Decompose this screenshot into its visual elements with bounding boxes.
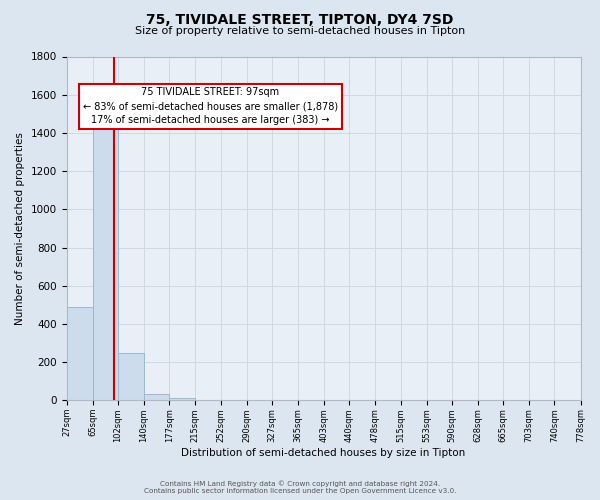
Bar: [169, 398, 195, 400]
Text: 75 TIVIDALE STREET: 97sqm
← 83% of semi-detached houses are smaller (1,878)
17% : 75 TIVIDALE STREET: 97sqm ← 83% of semi-…: [83, 88, 338, 126]
X-axis label: Distribution of semi-detached houses by size in Tipton: Distribution of semi-detached houses by …: [181, 448, 466, 458]
Text: 75, TIVIDALE STREET, TIPTON, DY4 7SD: 75, TIVIDALE STREET, TIPTON, DY4 7SD: [146, 12, 454, 26]
Bar: [118, 352, 144, 401]
Text: Size of property relative to semi-detached houses in Tipton: Size of property relative to semi-detach…: [135, 26, 465, 36]
Bar: [144, 394, 169, 400]
Bar: [92, 114, 118, 401]
Text: Contains HM Land Registry data © Crown copyright and database right 2024.
Contai: Contains HM Land Registry data © Crown c…: [144, 480, 456, 494]
Bar: [67, 306, 92, 400]
Y-axis label: Number of semi-detached properties: Number of semi-detached properties: [15, 132, 25, 325]
